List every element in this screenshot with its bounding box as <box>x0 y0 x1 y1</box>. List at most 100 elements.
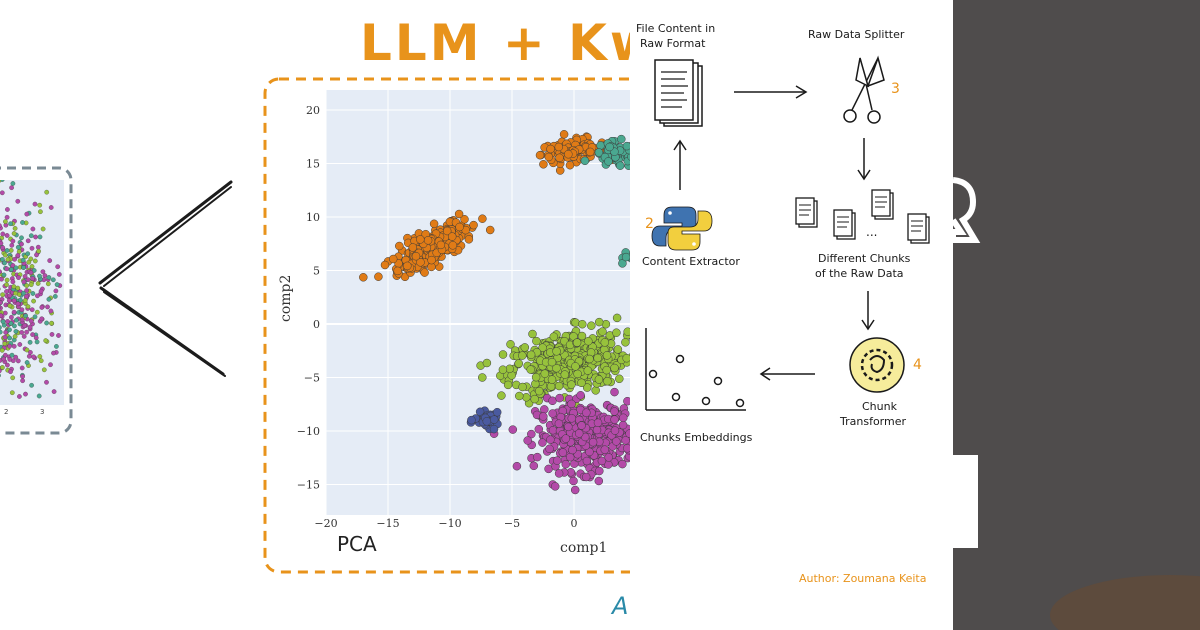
thumb-point <box>27 324 33 330</box>
thumb-point <box>14 170 18 174</box>
scatter-point <box>580 156 590 166</box>
thumb-point <box>41 367 47 373</box>
scatter-point <box>467 415 476 425</box>
thumb-point <box>29 382 34 388</box>
thumb-point <box>22 274 28 279</box>
scatter-point <box>512 461 522 471</box>
thumb-point <box>8 221 13 227</box>
scatter-point <box>623 444 630 453</box>
thumb-point <box>24 211 30 217</box>
scatter-point <box>596 141 605 150</box>
thumb-point <box>30 332 35 337</box>
thumb-point <box>4 233 10 238</box>
thumb-point <box>2 341 8 347</box>
python-logo-icon <box>651 206 713 251</box>
thumb-point <box>32 314 38 320</box>
thumb-point <box>26 353 32 359</box>
thumb-point <box>0 300 3 305</box>
scatter-point <box>503 380 513 390</box>
thumb-point <box>24 283 30 288</box>
scatter-point <box>529 461 539 471</box>
scatter-point <box>478 373 487 382</box>
thumb-point <box>23 313 28 319</box>
thumb-point <box>42 273 48 278</box>
y-tick-label: 5 <box>313 265 320 278</box>
scatter-point <box>594 476 604 486</box>
thumb-point <box>54 282 60 287</box>
scatter-point <box>498 350 508 359</box>
scatter-point <box>550 482 560 491</box>
scatter-point <box>540 369 550 378</box>
scatter-point <box>577 331 587 341</box>
y-tick-label: −15 <box>297 479 320 492</box>
scatter-point <box>564 422 573 432</box>
x-tick-label: −10 <box>438 517 461 530</box>
thumb-point <box>49 332 55 337</box>
scatter-point <box>448 241 458 250</box>
thumb-point <box>37 202 43 208</box>
thumb-point <box>7 293 13 298</box>
thumb-point <box>0 269 2 275</box>
thumb-point <box>48 362 53 368</box>
thumb-point <box>28 318 34 324</box>
scatter-point <box>567 399 576 409</box>
right-partial-glyph <box>950 177 981 243</box>
scatter-point <box>492 407 502 417</box>
scatter-point <box>612 313 622 323</box>
thumb-point <box>18 297 23 303</box>
zoom-chevron <box>98 180 233 377</box>
scatter-point <box>420 268 429 277</box>
thumb-point <box>0 365 5 370</box>
scatter-point <box>455 222 464 232</box>
thumb-point <box>10 181 16 186</box>
scatter-point <box>527 429 536 439</box>
scatter-point <box>576 391 585 400</box>
thumb-point <box>47 258 53 263</box>
scatter-point <box>520 343 530 352</box>
scatter-point <box>577 421 586 430</box>
scatter-point <box>561 459 571 469</box>
scatter-point <box>534 386 544 396</box>
pca-scatter-chart: −20 −15 −10 −5 0 20 15 10 5 0 −5 −10 −15 comp1 comp… <box>278 90 630 556</box>
scatter-point <box>600 445 610 454</box>
scatter-point <box>603 376 612 386</box>
thumb-point <box>46 275 52 280</box>
scatter-point <box>429 219 439 229</box>
scatter-point <box>514 359 523 368</box>
thumb-point <box>0 180 5 182</box>
thumb-point <box>32 258 38 264</box>
thumb-point <box>9 242 15 248</box>
scatter-point <box>627 152 630 161</box>
thumb-point <box>2 334 8 340</box>
scatter-point <box>581 472 591 482</box>
thumb-point <box>29 264 35 269</box>
scatter-point <box>582 456 592 466</box>
scatter-point <box>593 418 603 428</box>
thumb-point <box>28 350 33 355</box>
thumb-point <box>24 293 29 299</box>
scatter-point <box>539 412 548 421</box>
thumb-point <box>29 245 35 251</box>
thumb-point <box>39 305 45 310</box>
scatter-point <box>570 485 580 495</box>
thumb-point <box>5 207 10 212</box>
file-content-label-line2: Raw Format <box>640 37 706 50</box>
thumb-point <box>4 266 10 272</box>
thumb-point <box>0 276 4 282</box>
x-tick-label: −15 <box>376 517 399 530</box>
scatter-point <box>447 232 457 241</box>
thumb-point <box>30 291 36 296</box>
thumb-point <box>24 329 29 335</box>
thumb-point <box>37 234 43 240</box>
thumb-point <box>26 259 32 265</box>
thumb-point <box>7 357 13 362</box>
scatter-point <box>554 469 564 478</box>
thumb-point <box>40 269 46 275</box>
thumb-point <box>11 298 17 304</box>
thumb-point <box>25 238 31 244</box>
thumb-point <box>55 264 61 270</box>
y-tick-label: 15 <box>306 158 320 171</box>
thumb-point <box>22 323 28 329</box>
thumb-point <box>33 234 38 240</box>
thumb-point <box>28 233 34 239</box>
